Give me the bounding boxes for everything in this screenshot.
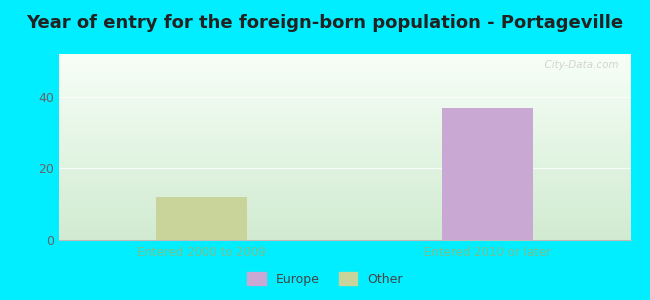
Bar	[442, 108, 533, 240]
Text: Year of entry for the foreign-born population - Portageville: Year of entry for the foreign-born popul…	[27, 14, 623, 32]
Legend: Europe, Other: Europe, Other	[242, 267, 408, 291]
Bar	[156, 197, 247, 240]
Text: City-Data.com: City-Data.com	[538, 60, 619, 70]
